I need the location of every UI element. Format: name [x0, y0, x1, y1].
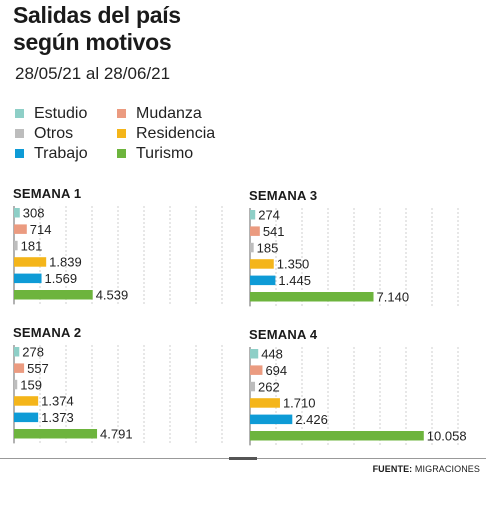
panel-title: SEMANA 4	[249, 327, 318, 342]
bar-trabajo	[14, 412, 39, 423]
legend: Estudio Mudanza Otros Residencia Trabajo…	[15, 104, 245, 163]
chart-title-line1: Salidas del país	[13, 2, 181, 28]
source-name: MIGRACIONES	[414, 464, 480, 474]
bar-trabajo	[250, 275, 276, 286]
bar-estudio	[250, 349, 259, 359]
bar-estudio	[250, 210, 256, 220]
chart-title-line2: según motivos	[13, 29, 172, 55]
legend-label: Trabajo	[34, 144, 88, 162]
bar-trabajo	[250, 414, 293, 425]
legend-swatch	[15, 149, 24, 158]
bar-otros	[14, 379, 18, 390]
legend-label: Mudanza	[136, 104, 202, 122]
panel-semana-3: SEMANA 3 274 541 185 1.350 1.445 7.140	[249, 188, 474, 307]
bar-residencia	[250, 398, 280, 408]
panel-semana-2: SEMANA 2 278 557 159 1.374 1.373 4.791	[13, 325, 238, 444]
legend-item-turismo: Turismo	[117, 144, 245, 163]
data-label: 1.445	[278, 273, 311, 288]
bar-mudanza	[14, 224, 27, 234]
legend-item-trabajo: Trabajo	[15, 144, 117, 163]
footer-divider-accent	[229, 457, 257, 460]
legend-item-mudanza: Mudanza	[117, 104, 245, 123]
bar-turismo	[250, 431, 424, 441]
bar-residencia	[14, 257, 47, 267]
data-label: 278	[22, 345, 44, 360]
panel-title: SEMANA 3	[249, 188, 318, 203]
bar-turismo	[250, 292, 374, 302]
data-label: 557	[27, 361, 49, 376]
bar-trabajo	[14, 273, 42, 284]
data-label: 10.058	[427, 429, 467, 444]
data-label: 2.426	[295, 412, 328, 427]
legend-swatch	[15, 109, 24, 118]
data-label: 448	[261, 347, 283, 362]
bar-mudanza	[14, 363, 25, 373]
data-label: 1.374	[41, 394, 74, 409]
chart-title: Salidas del país según motivos	[13, 2, 181, 56]
bar-residencia	[250, 259, 274, 269]
legend-swatch	[117, 109, 126, 118]
panel-title: SEMANA 1	[13, 186, 82, 201]
bar-residencia	[14, 396, 39, 406]
data-label: 274	[258, 208, 280, 223]
legend-swatch	[117, 129, 126, 138]
data-label: 185	[257, 240, 279, 255]
panel-title: SEMANA 2	[13, 325, 82, 340]
source-prefix: FUENTE:	[372, 464, 413, 474]
bar-turismo	[14, 429, 98, 439]
data-label: 7.140	[377, 290, 410, 305]
source-note: FUENTE: MIGRACIONES	[373, 464, 480, 474]
legend-label: Residencia	[136, 124, 216, 142]
bar-mudanza	[250, 365, 263, 375]
bar-mudanza	[250, 226, 260, 236]
legend-item-estudio: Estudio	[15, 104, 117, 123]
data-label: 714	[30, 222, 52, 237]
data-label: 1.350	[277, 257, 310, 272]
panel-semana-1: SEMANA 1 308 714 181 1.839 1.569 4.539	[13, 186, 238, 305]
data-label: 1.710	[283, 396, 316, 411]
data-label: 1.569	[45, 271, 78, 286]
date-range: 28/05/21 al 28/06/21	[15, 64, 171, 83]
legend-swatch	[15, 129, 24, 138]
data-label: 181	[21, 238, 43, 253]
bar-otros	[250, 381, 256, 392]
data-label: 159	[20, 377, 42, 392]
legend-label: Turismo	[136, 144, 194, 162]
bar-estudio	[14, 347, 20, 357]
bar-estudio	[14, 208, 20, 218]
data-label: 308	[23, 206, 45, 221]
data-label: 4.539	[96, 288, 129, 303]
data-label: 541	[263, 224, 285, 239]
legend-swatch	[117, 149, 126, 158]
data-label: 694	[265, 363, 287, 378]
panel-semana-4: SEMANA 4 448 694 262 1.710 2.426 10.058	[249, 327, 474, 446]
legend-label: Estudio	[34, 104, 88, 122]
bar-turismo	[14, 290, 93, 300]
legend-item-otros: Otros	[15, 124, 117, 143]
legend-label: Otros	[34, 124, 74, 142]
bar-otros	[14, 240, 18, 251]
bar-otros	[250, 242, 254, 253]
legend-item-residencia: Residencia	[117, 124, 245, 143]
data-label: 1.839	[49, 255, 82, 270]
data-label: 1.373	[41, 410, 74, 425]
data-label: 4.791	[100, 427, 133, 442]
data-label: 262	[258, 379, 280, 394]
